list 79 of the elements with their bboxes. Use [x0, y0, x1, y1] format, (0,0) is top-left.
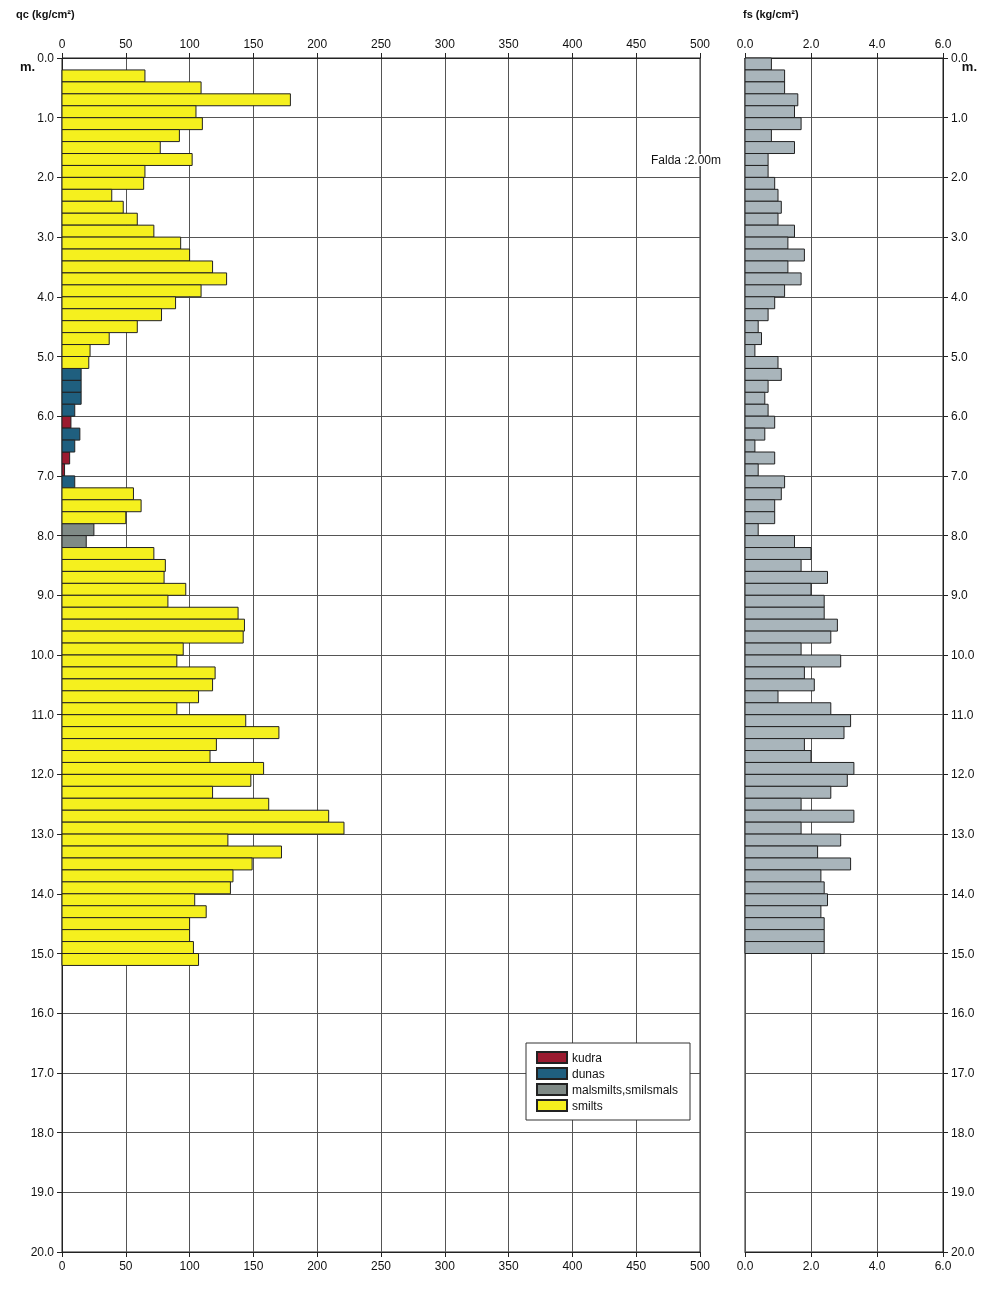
y-tick-label: 20.0	[951, 1245, 975, 1259]
x-tick-label: 450	[626, 1259, 647, 1273]
y-tick-label: 1.0	[951, 110, 969, 125]
y-tick-label: 15.0	[30, 946, 55, 961]
y-tick-label: 13.0	[30, 827, 55, 842]
y-tick-label: 11.0	[31, 707, 55, 722]
legend-label: kudra	[572, 1050, 603, 1065]
y-tick-label: 2.0	[951, 170, 969, 185]
x2-tick-label: 350	[498, 37, 519, 51]
x2-tick-label: 400	[562, 37, 583, 51]
y-tick-label: 2.0	[37, 170, 55, 185]
y-tick-label: 4.0	[37, 289, 55, 304]
y-tick-label: 18.0	[951, 1125, 975, 1140]
y-tick-label: 3.0	[37, 230, 55, 245]
y-tick-label: 12.0	[951, 767, 975, 782]
y-tick-label: 16.0	[951, 1006, 975, 1021]
x-tick-label: 200	[307, 1259, 328, 1273]
legend-label: smilts	[572, 1098, 603, 1113]
y-tick-label: 11.0	[951, 707, 974, 722]
y-tick-label: 8.0	[37, 528, 55, 543]
y-tick-label: 19.0	[30, 1185, 55, 1200]
x-tick-label: 500	[689, 1259, 711, 1273]
y-tick-label: 6.0	[37, 409, 55, 424]
annotation: Falda :2.00m	[650, 153, 722, 167]
y-tick-label: 15.0	[951, 946, 975, 961]
x2-tick-label: 100	[179, 37, 200, 51]
x2-tick-label: 2.0	[802, 37, 820, 51]
x-tick-label: 2.0	[802, 1259, 820, 1273]
y-tick-label: 16.0	[30, 1006, 55, 1021]
x-tick-label: 350	[498, 1259, 519, 1273]
y-tick-label: 10.0	[951, 648, 975, 662]
y-tick-label: 18.0	[30, 1125, 55, 1140]
x-tick-label: 0	[58, 1259, 66, 1273]
y-tick-label: 8.0	[951, 528, 969, 543]
y-tick-label: 4.0	[951, 289, 969, 304]
y-tick-label: 13.0	[951, 827, 975, 842]
x-tick-label: 50	[119, 1259, 133, 1273]
x-tick-label: 400	[562, 1259, 583, 1273]
y-tick-label: 14.0	[951, 886, 975, 901]
x2-tick-label: 150	[243, 37, 264, 51]
y-tick-label: 5.0	[951, 349, 969, 364]
x2-tick-label: 300	[434, 37, 456, 51]
x2-tick-label: 4.0	[868, 37, 886, 51]
x-tick-label: 100	[179, 1259, 200, 1273]
y-tick-label: 7.0	[37, 468, 55, 483]
y-tick-label: 17.0	[30, 1065, 55, 1080]
x2-axis-title: fs (kg/cm²)	[743, 7, 799, 20]
y-tick-label: 10.0	[30, 648, 55, 662]
x-tick-label: 6.0	[934, 1259, 952, 1273]
legend-label: dunas	[572, 1066, 605, 1081]
y-axis-title: m.	[20, 59, 36, 74]
y-tick-label: 1.0	[37, 110, 55, 125]
x2-tick-label: 250	[370, 37, 392, 51]
x-tick-label: 0.0	[736, 1259, 754, 1273]
y-tick-label: 9.0	[951, 588, 969, 603]
x2-tick-label: 450	[626, 37, 647, 51]
x2-tick-label: 0	[58, 37, 66, 51]
x2-tick-label: 50	[119, 37, 133, 51]
y-tick-label: 7.0	[951, 468, 969, 483]
x2-tick-label: 6.0	[934, 37, 952, 51]
y-tick-label: 9.0	[37, 588, 55, 603]
x2-tick-label: 0.0	[736, 37, 754, 51]
x-tick-label: 4.0	[868, 1259, 886, 1273]
legend-label: malsmilts,smilsmals	[572, 1082, 678, 1097]
y-tick-label: 17.0	[951, 1065, 975, 1080]
y-tick-label: 12.0	[30, 767, 55, 782]
y-tick-label: 5.0	[37, 349, 55, 364]
x2-axis-title: qc (kg/cm²)	[16, 7, 76, 20]
y-tick-label: 6.0	[951, 409, 969, 424]
x-tick-label: 300	[434, 1259, 456, 1273]
y-tick-label: 14.0	[30, 886, 55, 901]
x2-tick-label: 200	[307, 37, 328, 51]
y-tick-label: 0.0	[37, 51, 55, 65]
x2-tick-label: 500	[689, 37, 711, 51]
y-tick-label: 3.0	[951, 230, 969, 245]
y-tick-label: 20.0	[30, 1245, 55, 1259]
x-tick-label: 250	[370, 1259, 392, 1273]
y-tick-label: 19.0	[951, 1185, 975, 1200]
x-tick-label: 150	[243, 1259, 264, 1273]
